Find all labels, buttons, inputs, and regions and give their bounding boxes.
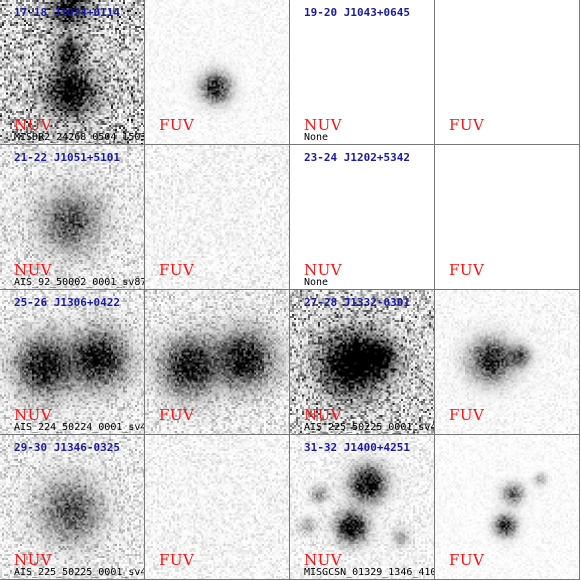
object-title: 25-26 J1306+0422 [14,296,120,309]
nuv-image-cell: 27-28 J1332-0301 NUV AIS_225_50225_0001_… [290,290,435,435]
nuv-image-cell: 23-24 J1202+5342 NUV None [290,145,435,290]
tile-id-label: MISGCSN_01329_1346_41018 [304,567,435,578]
nuv-image-cell: 19-20 J1043+0645 NUV None [290,0,435,145]
fuv-image [435,0,579,144]
tile-id-label: AIS_92_50002_0001_sv87 [14,277,145,288]
object-title: 31-32 J1400+4251 [304,441,410,454]
nuv-band-label: NUV [304,261,343,279]
tile-id-label: MISDR2_24268_0504_15036 [14,132,145,143]
fuv-band-label: FUV [159,261,195,279]
fuv-image-cell: FUV [435,145,580,290]
object-title: 19-20 J1043+0645 [304,6,410,19]
nuv-image [290,435,434,579]
fuv-band-label: FUV [449,261,485,279]
nuv-band-label: NUV [14,551,53,569]
nuv-image [0,145,144,289]
object-title: 27-28 J1332-0301 [304,296,410,309]
fuv-image-cell: FUV [435,0,580,145]
nuv-image-cell: 17-18 J1024+0114 NUV MISDR2_24268_0504_1… [0,0,145,145]
nuv-image [290,290,434,434]
fuv-image-cell: FUV [145,290,290,435]
fuv-image [145,0,289,144]
nuv-image [0,0,144,144]
nuv-band-label: NUV [304,551,343,569]
nuv-image [290,145,434,289]
nuv-image-cell: 21-22 J1051+5101 NUV AIS_92_50002_0001_s… [0,145,145,290]
fuv-image [145,435,289,579]
object-title: 23-24 J1202+5342 [304,151,410,164]
fuv-band-label: FUV [159,406,195,424]
tile-id-label: None [304,277,329,288]
fuv-band-label: FUV [449,406,485,424]
nuv-image [0,435,144,579]
nuv-band-label: NUV [14,261,53,279]
fuv-image-cell: FUV [435,435,580,580]
nuv-band-label: NUV [14,116,53,134]
nuv-image [0,290,144,434]
tile-id-label: AIS_225_50225_0001_sv42 [304,422,435,433]
fuv-band-label: FUV [159,116,195,134]
nuv-band-label: NUV [304,116,343,134]
nuv-band-label: NUV [14,406,53,424]
fuv-image-cell: FUV [435,290,580,435]
nuv-image-cell: 29-30 J1346-0325 NUV AIS_225_50225_0001_… [0,435,145,580]
tile-id-label: AIS_224_50224_0001_sv48 [14,422,145,433]
object-title: 21-22 J1051+5101 [14,151,120,164]
nuv-image-cell: 25-26 J1306+0422 NUV AIS_224_50224_0001_… [0,290,145,435]
fuv-image [145,145,289,289]
fuv-image-cell: FUV [145,145,290,290]
tile-id-label: None [304,132,329,143]
fuv-image [145,290,289,434]
fuv-image [435,290,579,434]
tile-id-label: AIS_225_50225_0001_sv48 [14,567,145,578]
nuv-band-label: NUV [304,406,343,424]
nuv-image [290,0,434,144]
fuv-image [435,145,579,289]
fuv-band-label: FUV [449,116,485,134]
object-title: 29-30 J1346-0325 [14,441,120,454]
fuv-image-cell: FUV [145,0,290,145]
nuv-image-cell: 31-32 J1400+4251 NUV MISGCSN_01329_1346_… [290,435,435,580]
fuv-image-cell: FUV [145,435,290,580]
fuv-band-label: FUV [449,551,485,569]
fuv-band-label: FUV [159,551,195,569]
object-title: 17-18 J1024+0114 [14,6,120,19]
fuv-image [435,435,579,579]
